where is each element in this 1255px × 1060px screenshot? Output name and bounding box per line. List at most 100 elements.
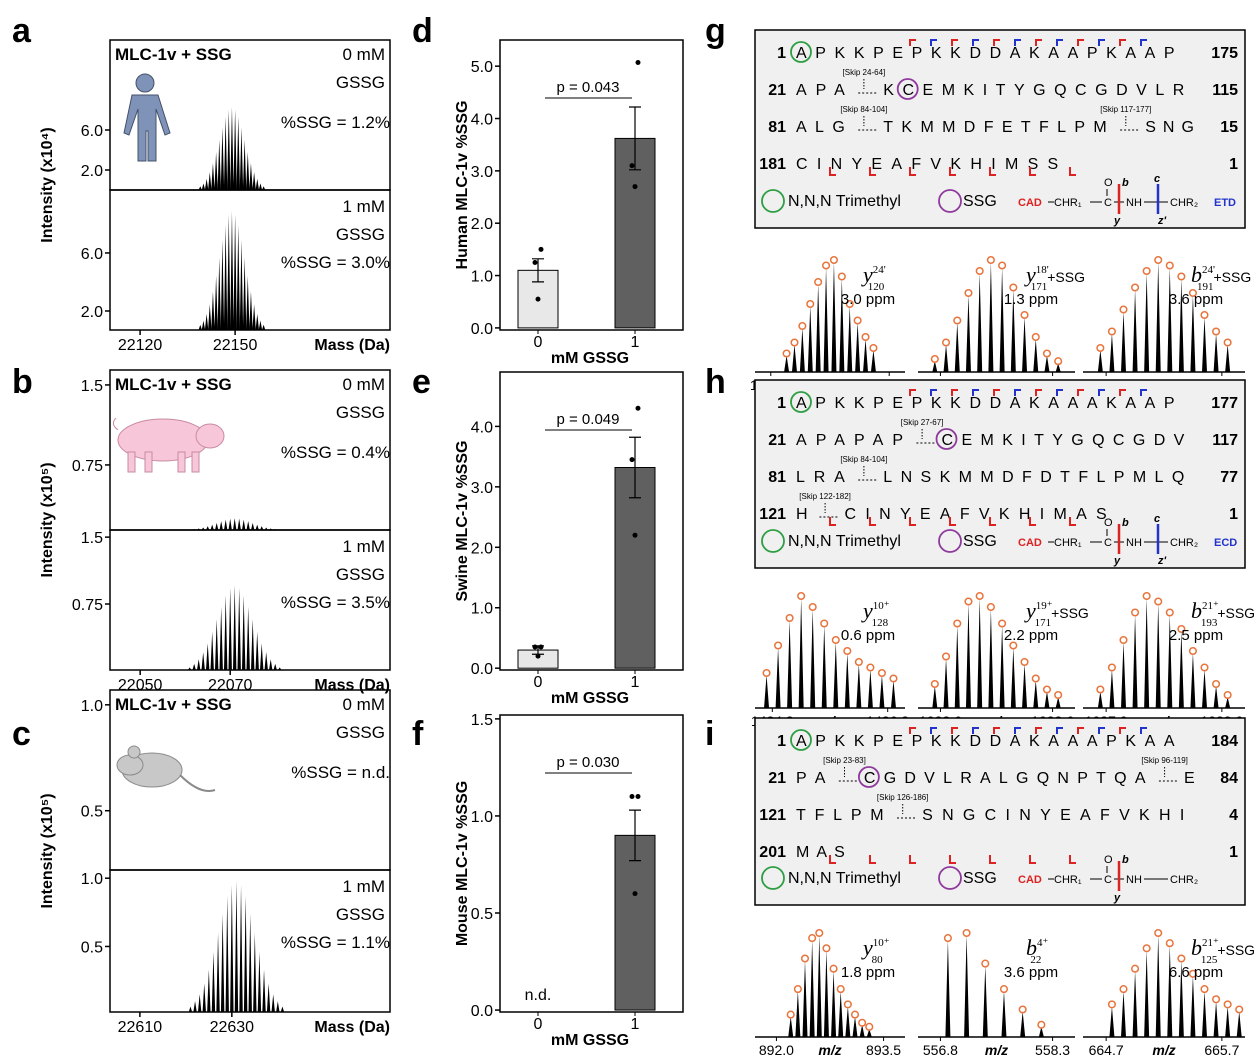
fit-point [1054,357,1063,366]
isotope-peak [211,951,216,1012]
modification-circle [858,766,880,788]
isotope-peak [1236,1011,1242,1037]
ion-superscript: 10⁺ [873,937,890,949]
isotope-peak [764,675,770,708]
y-tick-label: 1.5 [81,530,103,547]
residue-number: 121 [759,807,786,824]
isotope-peak [249,291,253,330]
isotope-peak [1121,642,1126,708]
ion-subscript: 191 [1197,281,1214,293]
scheme-text: CHR₂ [1170,197,1198,209]
fragment-bracket [1029,855,1036,864]
isotope-peak [1225,344,1231,372]
chart-title: MLC-1v + SSG [115,695,232,714]
y-tick-label: 2.0 [471,216,493,233]
fit-point [1142,591,1151,601]
fit-point [1142,944,1151,953]
fragment-bracket [951,39,958,46]
annotation: GSSG [336,403,385,422]
fit-point [822,261,831,270]
fit-point [869,343,878,353]
fit-point [1154,255,1163,265]
residue-sequence: KCEMKITYGQCGDVLR [883,82,1184,99]
x-tick-label: 1 [631,1016,640,1033]
isotope-peak [239,240,244,330]
fit-point [1096,343,1105,353]
isotope-peak [821,625,827,708]
isotope-peak [977,273,983,372]
fit-point [866,663,875,672]
x-tick-label: 0 [534,1016,543,1033]
ion-label: b24' 191+SSG [1191,262,1251,293]
isotope-peak [838,991,844,1037]
error-bar [532,258,544,283]
ion-subscript: 193 [1201,617,1218,629]
isotope-peak [823,950,829,1037]
isotope-peak [855,322,861,372]
fragment-bracket [1056,727,1063,734]
y-tick-label: 0.0 [471,321,493,338]
panel-label: b [12,363,33,401]
p-value: p = 0.049 [557,411,620,428]
legend-circle [761,189,785,213]
fit-point [877,668,886,678]
fragment-bracket [951,727,958,734]
isotope-peak [192,663,196,670]
ion-type: b [1026,935,1037,960]
fit-point [1165,939,1174,948]
isotope-peak [1132,614,1138,708]
ppm-label: 3.0 ppm [841,291,895,308]
skip-label: [Skip 122-182] [799,492,851,501]
isotope-peak [246,521,250,530]
scheme-text: C [1104,537,1112,549]
fit-point [953,619,962,628]
annotation: GSSG [336,565,385,584]
isotope-peak [236,116,240,190]
fragment-bracket [909,855,916,864]
ion-subscript: 171 [1031,281,1048,293]
fragment-bracket [1014,39,1021,46]
isotope-peak [775,647,781,708]
fragment-bracket [909,167,916,176]
ppm-label: 0.6 ppm [841,627,895,644]
y-axis-label: Mouse MLC-1v %SSG [454,781,471,946]
skip-label: [Skip 24-64] [843,68,886,77]
annotation: GSSG [336,73,385,92]
y-axis-label: Intensity (x10⁴) [39,127,56,243]
isotope-peak [788,1016,794,1037]
isotope-peak [236,224,240,330]
ion-type: b [1191,935,1202,960]
y-tick-label: 3.0 [471,164,493,181]
fit-point [843,1000,852,1009]
isotope-peak [879,675,885,708]
fragment-bracket [989,167,996,176]
fragment-bracket [1140,727,1147,734]
scheme-label: y [1113,555,1121,567]
ppm-label: 1.8 ppm [841,964,895,981]
fit-point [1119,305,1128,314]
fit-point [962,928,971,938]
x-tick-label: 22150 [213,337,258,354]
x-axis-label: mM GSSG [551,1032,629,1049]
isotope-peak [220,913,225,1012]
ion-superscript: 21⁺ [1202,937,1219,949]
y-tick-label: 2.0 [81,163,103,180]
y-tick-label: 1.0 [81,871,103,888]
isotope-peak [1001,991,1007,1037]
isotope-peak [1190,295,1196,372]
annotation: 0 mM [343,375,386,394]
human-icon [123,73,171,162]
scheme-text: ETD [1214,197,1236,209]
isotope-peak [816,935,822,1037]
annotation: 1 mM [343,537,386,556]
fit-point [1131,283,1140,292]
isotope-peak [1109,333,1115,372]
isotope-peak [867,669,873,708]
isotope-peak [964,935,970,1037]
fit-point [861,332,870,342]
scheme-label: b [1122,177,1129,189]
isotope-peak [1033,680,1039,708]
residue-number: 84 [1220,770,1238,787]
panel-label: c [12,715,31,753]
isotope-peak [188,1006,193,1012]
